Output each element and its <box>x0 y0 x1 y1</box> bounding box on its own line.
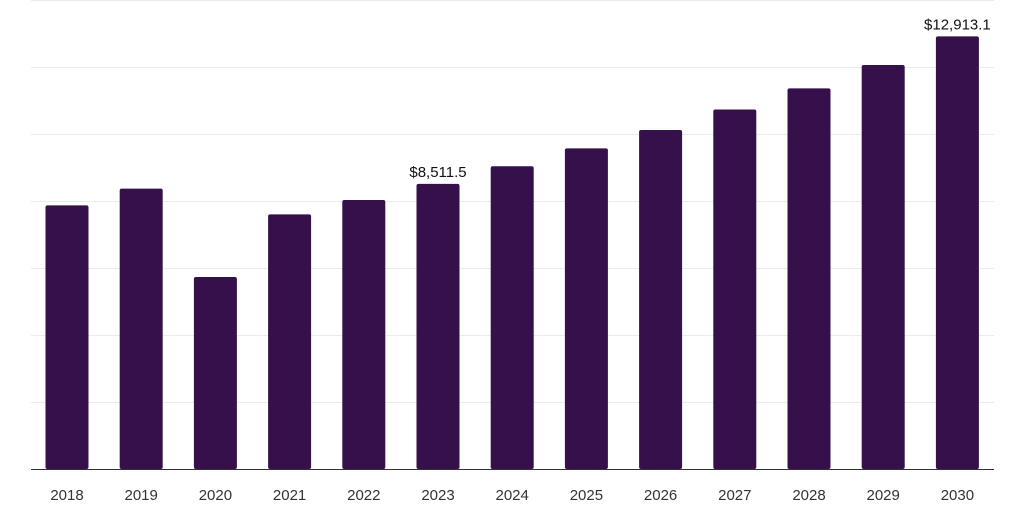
bar-2026 <box>639 130 683 469</box>
x-tick-label-2020: 2020 <box>199 487 232 504</box>
bar-2025 <box>564 148 608 469</box>
x-tick-label-2025: 2025 <box>570 487 603 504</box>
bar-2023 <box>416 183 460 469</box>
bar-2030 <box>935 36 979 470</box>
x-tick-label-2024: 2024 <box>496 487 529 504</box>
x-tick-label-2028: 2028 <box>792 487 825 504</box>
data-label-2030: $12,913.1 <box>924 16 991 33</box>
x-tick-label-2029: 2029 <box>867 487 900 504</box>
bar-2018 <box>45 205 89 469</box>
data-labels: $8,511.5 $12,913.1 <box>409 16 991 181</box>
x-tick-label-2022: 2022 <box>347 487 380 504</box>
bar-2022 <box>342 200 386 469</box>
x-tick-labels: 2018 2019 2020 2021 2022 2023 2024 2025 2026 2027… <box>50 487 974 504</box>
x-tick-label-2021: 2021 <box>273 487 306 504</box>
bar-2028 <box>787 88 831 470</box>
x-tick-label-2030: 2030 <box>941 487 974 504</box>
data-label-2023: $8,511.5 <box>409 164 466 181</box>
bar-2020 <box>193 277 237 469</box>
bar-2024 <box>490 166 534 469</box>
bars <box>45 36 979 470</box>
x-tick-label-2018: 2018 <box>50 487 83 504</box>
bar-2027 <box>713 109 757 469</box>
x-tick-label-2019: 2019 <box>125 487 158 504</box>
x-tick-label-2023: 2023 <box>421 487 454 504</box>
bar-2021 <box>268 214 312 469</box>
bar-2019 <box>119 188 163 469</box>
bar-2029 <box>861 65 905 469</box>
x-tick-label-2027: 2027 <box>718 487 751 504</box>
x-tick-label-2026: 2026 <box>644 487 677 504</box>
